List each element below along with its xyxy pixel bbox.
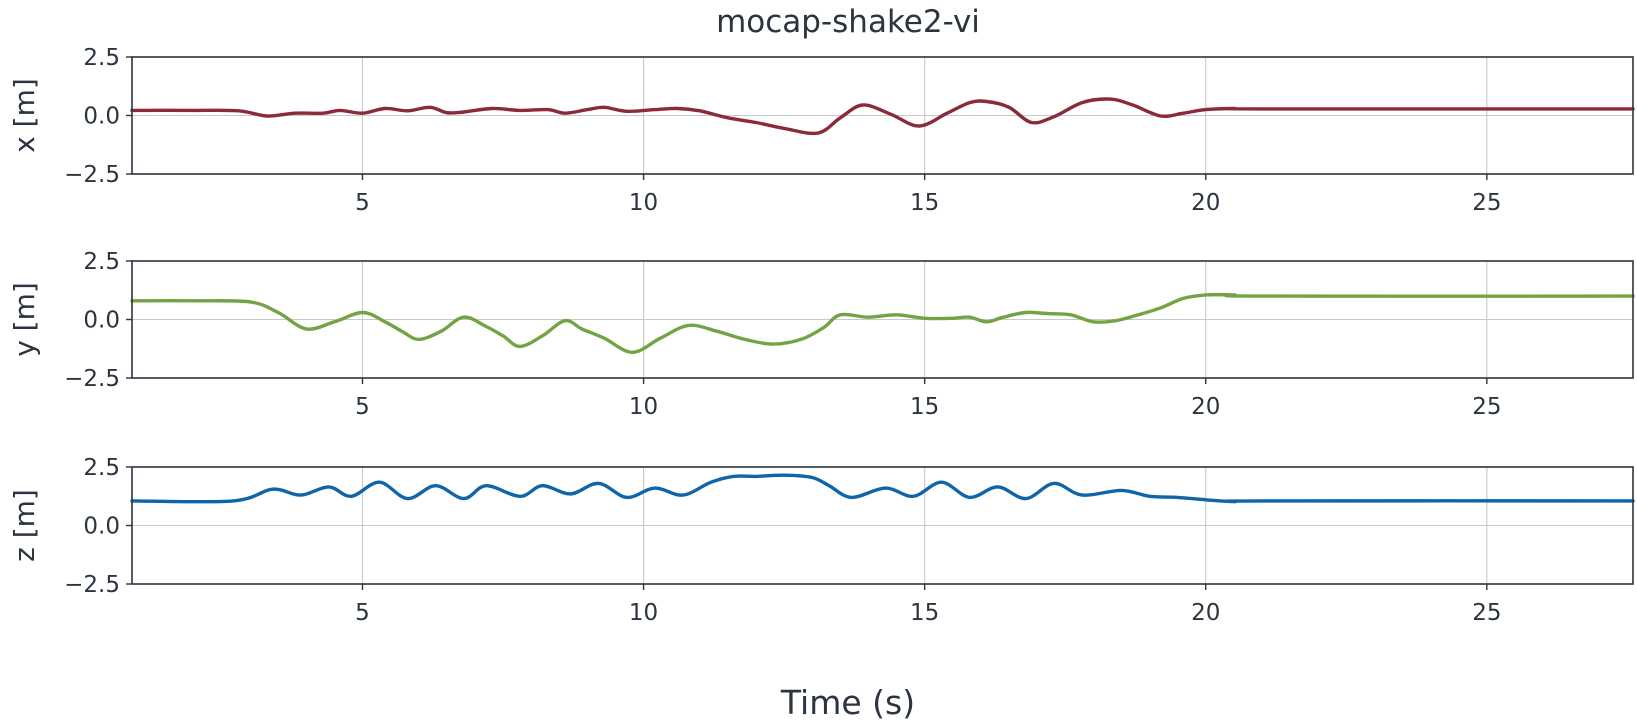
x-tick-label: 10	[629, 394, 658, 420]
x-tick-label: 10	[629, 600, 658, 626]
y-axis-label: y [m]	[8, 282, 41, 357]
series-line-2	[130, 292, 1635, 354]
x-tick-label: 20	[1191, 190, 1220, 216]
x-tick-label: 25	[1472, 600, 1501, 626]
y-tick-label: 0.0	[83, 514, 120, 540]
y-axis-label: z [m]	[8, 489, 41, 562]
series-line-1	[130, 97, 1635, 136]
x-tick-label: 5	[355, 394, 370, 420]
x-tick-label: 5	[355, 600, 370, 626]
y-axis-label: x [m]	[8, 78, 41, 153]
chart-title: mocap-shake2-vi	[716, 4, 980, 40]
plot-frame	[131, 466, 1634, 585]
y-tick-label: −2.5	[64, 366, 120, 392]
panel-1: 5 10 15 20 25 −2.5 0.0 2.5 x [m]	[8, 45, 1635, 216]
y-tick-label: 0.0	[83, 308, 120, 334]
panel-3: 5 10 15 20 25 −2.5 0.0 2.5 z [m]	[8, 455, 1635, 626]
series-line-3	[130, 473, 1635, 504]
y-tick-label: 2.5	[83, 249, 120, 275]
plot-frame	[131, 260, 1634, 379]
x-tick-label: 15	[910, 190, 939, 216]
y-tick-label: 0.0	[83, 104, 120, 130]
x-tick-label: 15	[910, 394, 939, 420]
x-tick-label: 25	[1472, 394, 1501, 420]
y-tick-label: 2.5	[83, 45, 120, 71]
x-tick-label: 5	[355, 190, 370, 216]
y-tick-label: −2.5	[64, 572, 120, 598]
x-tick-label: 20	[1191, 600, 1220, 626]
y-tick-label: 2.5	[83, 455, 120, 481]
y-tick-label: −2.5	[64, 162, 120, 188]
panel-2: 5 10 15 20 25 −2.5 0.0 2.5 y [m]	[8, 249, 1635, 420]
x-tick-label: 25	[1472, 190, 1501, 216]
x-tick-label: 20	[1191, 394, 1220, 420]
x-tick-label: 15	[910, 600, 939, 626]
plot-frame	[131, 56, 1634, 175]
x-axis-label: Time (s)	[780, 683, 915, 722]
x-tick-label: 10	[629, 190, 658, 216]
